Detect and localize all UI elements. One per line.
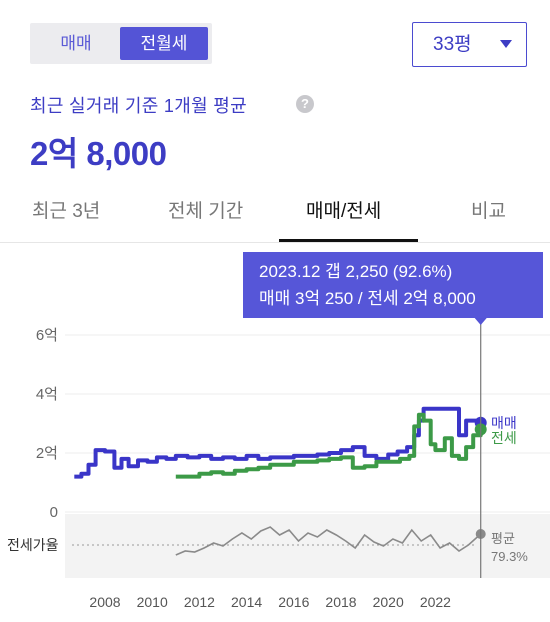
- tab-all-period[interactable]: 전체 기간: [168, 201, 244, 222]
- size-select[interactable]: 33평: [412, 22, 527, 67]
- y-tick-label: 0: [50, 504, 58, 521]
- x-tick-label: 2012: [184, 594, 215, 610]
- chevron-down-icon: [500, 40, 512, 48]
- x-tick-label: 2008: [89, 594, 120, 610]
- x-tick-label: 2014: [231, 594, 262, 610]
- x-tick-label: 2010: [137, 594, 168, 610]
- ratio-line: [175, 526, 482, 556]
- average-price: 2억 8,000: [30, 135, 167, 172]
- sale-price-line: [74, 406, 483, 479]
- chart-tooltip: 2023.12 갭 2,250 (92.6%) 매매 3억 250 / 전세 2…: [243, 252, 543, 318]
- ratio-average-value: 79.3%: [491, 549, 528, 564]
- legend-sale: 매매: [491, 415, 517, 431]
- ratio-panel-bg: [65, 514, 550, 578]
- rent-price-line: [175, 412, 483, 479]
- tab-compare[interactable]: 비교: [471, 201, 506, 222]
- trade-type-toggle: 매매 전월세: [30, 23, 212, 64]
- y-tick-label: 6억: [36, 327, 58, 344]
- tab-sale-rent[interactable]: 매매/전세: [306, 201, 382, 222]
- tooltip-pointer: [474, 318, 487, 325]
- sale-option-button[interactable]: 매매: [60, 34, 92, 53]
- price-subtitle: 최근 실거래 기준 1개월 평균: [30, 96, 247, 116]
- ratio-average-label: 평균: [491, 531, 515, 546]
- active-tab-indicator: [279, 239, 418, 242]
- price-chart: 6억 4억 2억 0 2008 2010 2012 2014 2016 2018 2020 2022 전…: [7, 318, 550, 610]
- tab-recent-3-years[interactable]: 최근 3년: [32, 201, 101, 222]
- size-select-value: 33평: [433, 34, 472, 55]
- tab-divider: [0, 242, 550, 243]
- ratio-label: 전세가율: [7, 537, 59, 553]
- x-tick-label: 2020: [373, 594, 404, 610]
- x-tick-label: 2022: [420, 594, 451, 610]
- x-tick-label: 2016: [278, 594, 309, 610]
- y-tick-label: 2억: [36, 445, 58, 462]
- x-tick-label: 2018: [325, 594, 356, 610]
- tooltip-gap-line: 2023.12 갭 2,250 (92.6%): [259, 262, 453, 281]
- help-icon[interactable]: ?: [296, 95, 314, 113]
- legend-rent: 전세: [491, 430, 517, 446]
- tooltip-price-line: 매매 3억 250 / 전세 2억 8,000: [259, 289, 476, 308]
- rent-option-button[interactable]: 전월세: [120, 27, 208, 60]
- y-tick-label: 4억: [36, 386, 58, 403]
